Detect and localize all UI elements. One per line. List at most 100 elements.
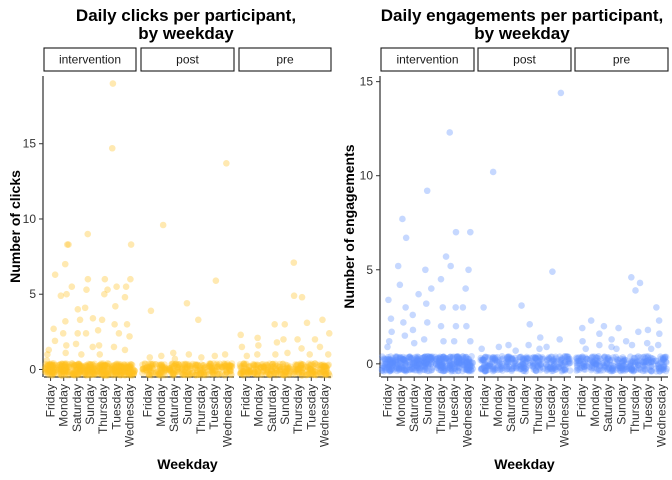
data-point: [215, 365, 223, 373]
data-point: [95, 364, 103, 371]
data-point: [413, 357, 420, 365]
data-point: [118, 364, 125, 372]
data-point: [184, 362, 192, 369]
data-point: [268, 366, 275, 374]
data-point: [220, 361, 228, 368]
data-point: [439, 363, 446, 371]
data-point: [439, 355, 446, 362]
data-point: [259, 362, 267, 370]
data-point: [237, 370, 244, 378]
data-point: [299, 361, 306, 368]
data-point: [299, 361, 307, 368]
data-point: [467, 337, 474, 345]
data-point: [82, 370, 89, 377]
data-point: [251, 368, 258, 376]
data-point: [45, 367, 53, 374]
data-point: [110, 343, 118, 351]
data-point: [618, 366, 626, 374]
data-point: [170, 362, 178, 370]
data-point: [504, 360, 511, 368]
data-point: [508, 365, 516, 373]
data-point: [91, 366, 99, 373]
data-point: [436, 355, 443, 363]
data-point: [555, 363, 563, 371]
data-point: [454, 358, 462, 365]
data-point: [458, 356, 466, 363]
data-point: [522, 358, 530, 365]
data-point: [276, 360, 284, 368]
data-point: [160, 369, 168, 376]
data-point: [311, 360, 319, 367]
data-point: [439, 353, 447, 361]
data-point: [72, 366, 80, 374]
data-point: [622, 363, 629, 371]
data-point: [62, 349, 69, 357]
data-point: [197, 364, 204, 372]
data-point: [51, 364, 59, 372]
data-point: [109, 368, 117, 375]
data-point: [70, 361, 78, 368]
data-point: [422, 360, 429, 368]
data-point: [419, 357, 427, 364]
data-point: [409, 354, 416, 362]
data-point: [192, 364, 199, 371]
data-point: [322, 362, 330, 370]
data-point: [77, 362, 84, 369]
data-point: [619, 365, 627, 373]
data-point: [461, 365, 468, 373]
data-point: [61, 367, 69, 375]
data-point: [529, 359, 537, 366]
data-point: [46, 367, 53, 374]
x-tick-label: Thursday: [291, 384, 305, 434]
data-point: [149, 361, 156, 369]
data-point: [653, 304, 660, 311]
data-point: [535, 359, 542, 366]
data-point: [459, 357, 467, 365]
data-point: [326, 372, 333, 379]
data-point: [95, 362, 102, 370]
data-point: [89, 370, 96, 378]
data-point: [413, 357, 421, 365]
data-point: [168, 366, 176, 373]
facet-strip-label: pre: [613, 53, 631, 67]
x-tick-label: Saturday: [601, 384, 615, 432]
data-point: [628, 273, 635, 281]
data-point: [395, 366, 403, 374]
data-point: [498, 362, 505, 370]
data-point: [452, 228, 460, 236]
data-point: [437, 360, 445, 368]
data-point: [454, 353, 461, 361]
data-point: [399, 356, 407, 363]
data-point: [325, 369, 332, 377]
data-point: [96, 365, 103, 372]
data-point: [594, 365, 601, 373]
data-point: [407, 355, 414, 362]
data-point: [434, 361, 442, 369]
data-point: [145, 363, 153, 371]
data-point: [316, 362, 324, 370]
data-point: [549, 363, 557, 371]
data-point: [305, 360, 312, 368]
data-point: [620, 357, 627, 365]
data-point: [436, 362, 443, 370]
data-point: [126, 362, 133, 369]
data-point: [225, 364, 233, 372]
data-point: [453, 358, 461, 366]
data-point: [222, 366, 229, 374]
data-point: [467, 228, 474, 236]
data-point: [484, 354, 491, 361]
data-point: [263, 366, 270, 374]
data-point: [446, 361, 454, 369]
data-point: [104, 286, 111, 294]
data-point: [424, 353, 431, 360]
data-point: [325, 370, 332, 377]
data-point: [218, 364, 226, 371]
data-point: [292, 368, 300, 376]
data-point: [49, 362, 57, 369]
data-point: [104, 370, 112, 377]
data-point: [491, 354, 498, 362]
data-point: [101, 361, 109, 369]
data-point: [415, 366, 422, 374]
data-point: [427, 285, 435, 292]
data-point: [512, 360, 519, 367]
